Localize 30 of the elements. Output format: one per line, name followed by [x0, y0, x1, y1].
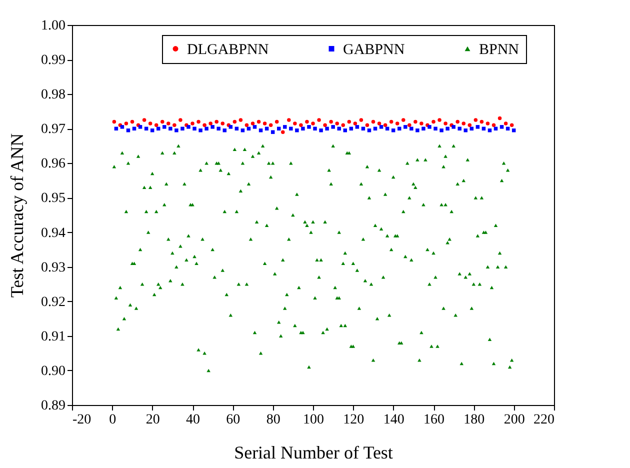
x-tick-label: 40: [186, 412, 200, 428]
x-tick-label: 180: [464, 412, 485, 428]
x-tick-label: 120: [343, 412, 364, 428]
x-axis-title: Serial Number of Test: [234, 442, 393, 462]
x-tick-label: 200: [504, 412, 525, 428]
y-tick-label: 0.92: [41, 294, 66, 310]
y-tick-label: 0.98: [41, 88, 66, 103]
x-tick-label: 100: [303, 412, 324, 428]
x-tick-label: 60: [226, 412, 240, 428]
legend-label: BPNN: [479, 42, 520, 58]
y-tick-label: 1.00: [41, 18, 66, 34]
x-tick-label: 220: [534, 412, 554, 428]
y-tick-label: 0.97: [41, 122, 66, 138]
legend-label: DLGABPNN: [187, 42, 269, 58]
y-axis-title: Test Accuracy of ANN: [7, 133, 27, 298]
x-tick-label: 160: [424, 412, 444, 428]
y-tick-label: 0.94: [41, 226, 66, 241]
x-tick-label: 20: [146, 412, 160, 428]
y-tick-label: 0.95: [41, 191, 66, 206]
y-tick-label: 0.91: [41, 329, 66, 344]
x-tick-label: -20: [72, 412, 92, 428]
y-tick-label: 0.96: [41, 156, 66, 172]
x-tick-label: 0: [109, 412, 116, 428]
y-tick-label: 0.90: [41, 364, 66, 379]
y-tick-label: 0.89: [41, 398, 66, 414]
legend-label: GABPNN: [343, 42, 405, 58]
y-tick-label: 0.99: [41, 53, 66, 68]
x-tick-label: 80: [266, 412, 280, 428]
y-tick-label: 0.93: [41, 260, 66, 276]
x-tick-label: 140: [383, 412, 404, 428]
